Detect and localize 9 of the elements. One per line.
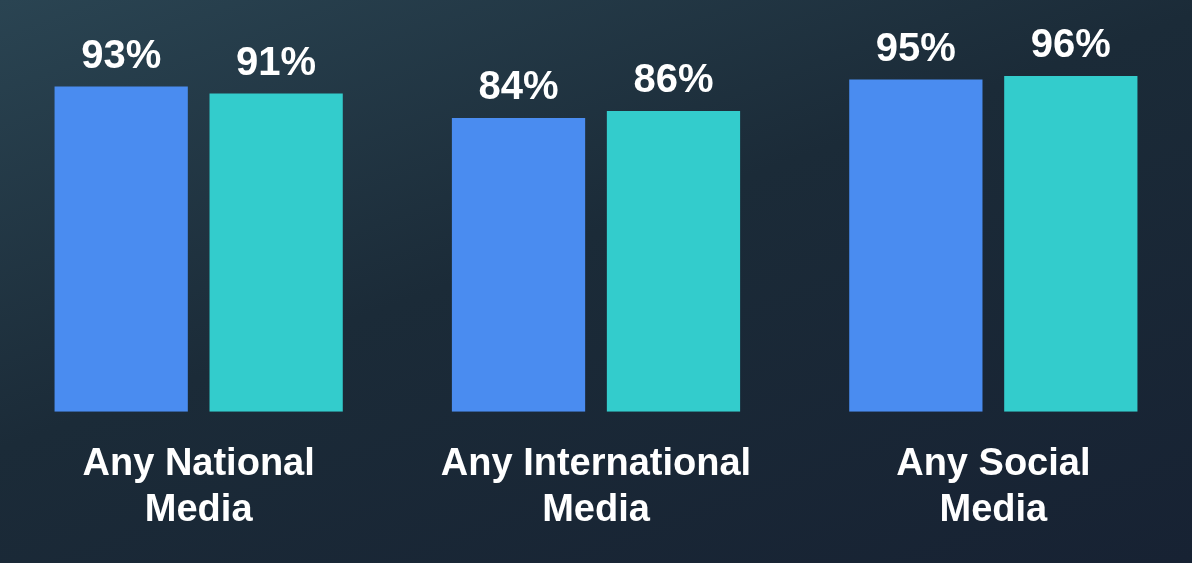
data-label: 95% <box>875 24 956 69</box>
x-tick-label: Any National Media <box>82 441 315 529</box>
data-label: 86% <box>633 56 714 100</box>
data-label: 91% <box>236 38 317 83</box>
x-tick-label: Any Social Media <box>896 441 1091 529</box>
data-label: 84% <box>478 63 559 107</box>
data-label: 93% <box>81 31 162 76</box>
data-label: 96% <box>1030 21 1111 66</box>
x-tick-label: Any International Media <box>440 441 752 529</box>
